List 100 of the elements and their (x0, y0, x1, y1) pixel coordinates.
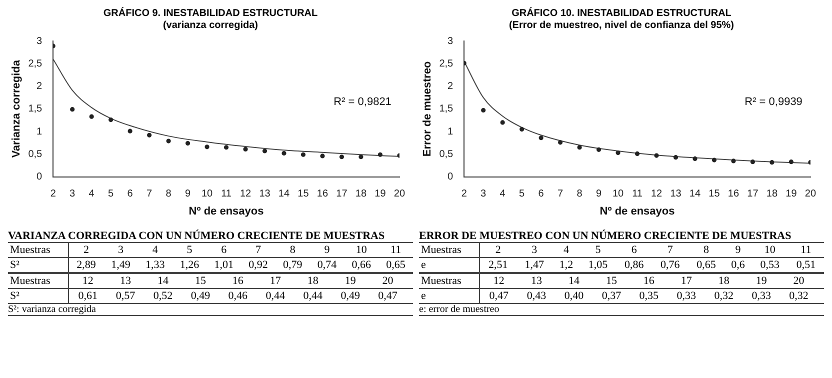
x-tick-label: 20 (804, 188, 816, 200)
x-tick-label: 18 (355, 188, 367, 200)
x-axis-title: Muestras (8, 242, 68, 258)
data-label: 0,40 (555, 288, 593, 304)
x-tick-label: 6 (616, 242, 652, 258)
x-tick-label: 9 (724, 242, 752, 258)
x-tick-label: 19 (786, 188, 798, 200)
data-label: 0,43 (518, 288, 556, 304)
x-tick-label: 5 (108, 188, 114, 200)
data-label: 0,37 (592, 288, 630, 304)
x-tick-label: 7 (652, 242, 688, 258)
point (378, 152, 382, 157)
point (339, 154, 344, 160)
x-tick-label: 13 (259, 188, 271, 200)
data-label: 0,66 (344, 258, 379, 272)
x-tick-label: 17 (256, 274, 294, 288)
point (520, 126, 524, 132)
point (596, 147, 602, 152)
x-tick-label: 2 (461, 188, 468, 200)
data-label: 1,49 (104, 258, 138, 272)
annotation: R² = 0,9821 (334, 96, 392, 108)
x-tick-label: 13 (106, 274, 144, 288)
x-tick-label: 6 (206, 242, 242, 258)
y-tick-label: 2,5 (28, 58, 43, 70)
x-tick-label: 2 (68, 242, 104, 258)
data-label: 0,47 (480, 288, 518, 304)
x-tick-label: 14 (555, 274, 593, 288)
x-axis-title: Muestras (419, 274, 480, 288)
point (185, 141, 190, 146)
x-tick-label: 16 (728, 188, 740, 200)
data-label: 0,65 (688, 258, 724, 272)
data-label: 0,32 (780, 288, 818, 304)
x-tick-label: 15 (592, 274, 630, 288)
x-tick-label: 9 (185, 188, 192, 200)
data-label: 0,51 (788, 258, 824, 272)
x-tick-label: 5 (580, 242, 616, 258)
annotation: e: error de muestreo (419, 304, 824, 316)
point (673, 155, 678, 160)
x-tick-label: 19 (742, 274, 780, 288)
point (712, 158, 717, 162)
x-tick-label: 16 (219, 274, 257, 288)
point (320, 154, 325, 158)
annotation: S²: varianza corregida (8, 304, 413, 316)
x-tick-label: 20 (369, 274, 407, 288)
x-tick-label: 16 (630, 274, 668, 288)
x-tick-label: 8 (275, 242, 310, 258)
annotation: R² = 0,9939 (744, 96, 802, 108)
point (731, 158, 736, 164)
x-tick-label: 3 (70, 188, 76, 200)
x-tick-label: 6 (127, 188, 134, 200)
point (500, 120, 505, 125)
chart-title: GRÁFICO 10. INESTABILIDAD ESTRUCTURAL (510, 8, 732, 20)
data-label: 0,61 (68, 288, 107, 304)
x-tick-label: 7 (146, 188, 153, 200)
data-label: 0,33 (668, 288, 706, 304)
x-tick-label: 10 (201, 188, 214, 200)
x-tick-label: 17 (668, 274, 706, 288)
data-label: 1,26 (172, 258, 207, 272)
x-tick-label: 20 (394, 188, 406, 200)
y-tick-label: 2,5 (439, 58, 454, 70)
x-tick-label: 12 (240, 188, 252, 200)
point (750, 160, 756, 164)
y-axis-title: Error de muestreo (422, 60, 434, 157)
point (282, 150, 286, 156)
data-label: 2,51 (480, 258, 516, 272)
x-tick-label: 3 (480, 188, 487, 200)
chart-title: GRÁFICO 9. INESTABILIDAD ESTRUCTURAL (102, 8, 319, 20)
point (204, 144, 210, 150)
x-tick-label: 15 (298, 188, 310, 200)
data-label: 0,53 (752, 258, 788, 272)
data-label: 1,05 (580, 258, 616, 272)
chart-subtitle: (varianza corregida) (162, 20, 260, 32)
data-label: 0,6 (724, 258, 752, 272)
point (634, 151, 640, 156)
data-label: 0,32 (705, 288, 743, 304)
data-label: 1,33 (138, 258, 172, 272)
x-tick-label: 4 (552, 242, 580, 258)
x-tick-label: 17 (747, 188, 759, 200)
y-tick-label: S² (8, 258, 68, 272)
point (616, 150, 620, 156)
x-tick-label: 4 (88, 188, 95, 200)
y-tick-label: 1,5 (28, 104, 43, 115)
x-tick-label: 19 (332, 274, 370, 288)
x-tick-label: 10 (752, 242, 788, 258)
x-tick-label: 14 (278, 188, 290, 200)
point (788, 160, 794, 164)
y-tick-label: 0 (36, 172, 43, 183)
point (243, 146, 248, 152)
point (654, 153, 659, 158)
y-tick-label: 0,5 (439, 148, 454, 160)
point (558, 140, 563, 145)
x-tick-label: 18 (705, 274, 743, 288)
y-tick-label: 2 (36, 81, 43, 92)
x-tick-label: 12 (68, 274, 107, 288)
x-tick-label: 12 (650, 188, 663, 200)
x-tick-label: 19 (374, 188, 386, 200)
data-label: 0,76 (652, 258, 688, 272)
x-tick-label: 2 (50, 188, 56, 200)
x-tick-label: 15 (708, 188, 720, 200)
y-tick-label: 0 (448, 172, 454, 183)
